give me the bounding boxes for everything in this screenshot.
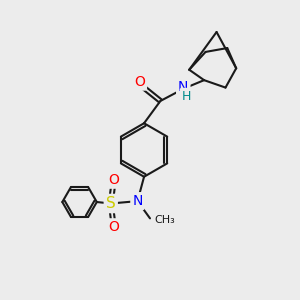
Text: S: S [106, 196, 116, 211]
Text: O: O [108, 173, 119, 187]
Text: O: O [134, 75, 145, 88]
Text: N: N [178, 80, 188, 94]
Text: CH₃: CH₃ [154, 215, 175, 225]
Text: N: N [132, 194, 143, 208]
Text: O: O [108, 220, 119, 234]
Text: H: H [182, 90, 191, 103]
